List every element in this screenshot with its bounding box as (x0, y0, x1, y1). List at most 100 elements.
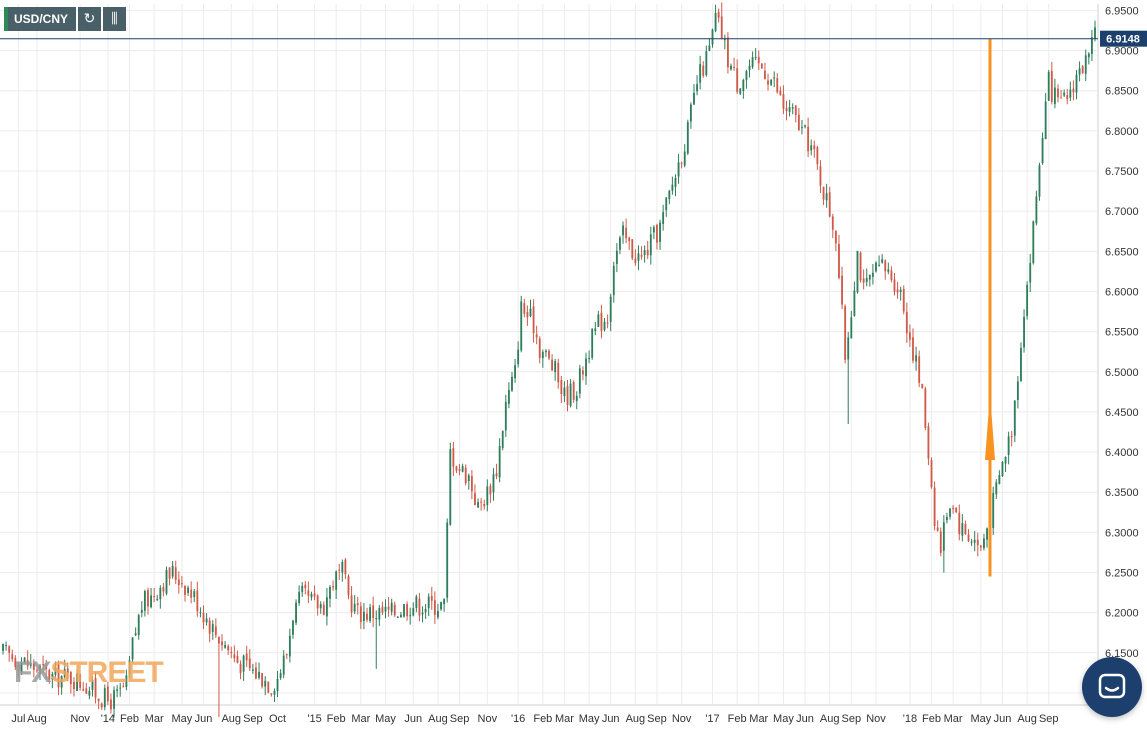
candle-body (807, 126, 810, 152)
candle-body (276, 678, 279, 692)
candle-body (63, 669, 66, 678)
refresh-icon[interactable]: ↻ (78, 7, 102, 31)
candle-body (955, 507, 958, 513)
x-tick-label: Sep (842, 713, 862, 725)
candle-body (736, 68, 739, 92)
candle-body (1081, 66, 1084, 73)
candle-body (452, 447, 455, 467)
candle-body (214, 626, 217, 636)
candle-body (69, 672, 72, 685)
x-tick-label: Jun (404, 713, 422, 725)
candle-body (520, 301, 523, 351)
candle-body (168, 567, 171, 579)
candle-body (1044, 101, 1047, 140)
candle-body (73, 681, 75, 690)
candle-body (782, 94, 785, 109)
x-tick-label: Mar (145, 713, 164, 725)
candle-body (378, 607, 381, 620)
candle-body (594, 328, 597, 331)
y-tick-label: 6.7500 (1105, 166, 1139, 178)
candle-body (76, 673, 78, 691)
candle-body (437, 611, 439, 618)
candle-body (208, 620, 211, 634)
x-tick-label: '18 (903, 713, 917, 725)
candle-body (878, 264, 880, 266)
candle-body (14, 658, 17, 668)
candle-body (362, 611, 365, 622)
candle-body (1029, 263, 1032, 283)
candle-body (159, 587, 162, 600)
candle-body (760, 63, 763, 69)
candle-body (474, 493, 476, 506)
candle-body (387, 606, 390, 610)
y-tick-label: 6.1500 (1105, 648, 1139, 660)
y-tick-label: 6.8500 (1105, 86, 1139, 98)
candle-body (779, 90, 782, 96)
candle-body (110, 699, 112, 710)
candle-body (8, 646, 11, 653)
candle-body (730, 65, 732, 70)
x-tick-label: Feb (728, 713, 747, 725)
candle-body (899, 289, 902, 292)
candle-body (557, 362, 560, 383)
candle-body (554, 361, 557, 373)
candle-body (591, 328, 594, 358)
candle-body (359, 606, 362, 623)
candle-body (859, 252, 862, 281)
candle-body (390, 602, 393, 612)
candle-body (659, 222, 661, 242)
candle-body (1050, 70, 1053, 102)
candlestick-icon[interactable]: ⫼ (103, 7, 127, 31)
candle-body (430, 595, 433, 601)
x-tick-label: Sep (450, 713, 470, 725)
candle-body (1075, 74, 1078, 93)
y-tick-label: 6.4500 (1105, 407, 1139, 419)
candle-body (946, 517, 948, 521)
candle-body (1087, 53, 1090, 58)
candle-body (224, 644, 227, 648)
candle-body (424, 609, 427, 613)
candle-body (335, 571, 338, 590)
candle-body (881, 259, 884, 263)
candle-body (949, 508, 951, 517)
candle-body (588, 358, 591, 360)
candle-body (887, 269, 890, 272)
candle-body (187, 587, 190, 593)
candle-body (292, 620, 294, 635)
x-tick-label: Mar (555, 713, 574, 725)
candle-body (353, 603, 356, 612)
symbol-label[interactable]: USD/CNY (4, 7, 77, 31)
candle-body (532, 306, 535, 334)
candle-body (720, 16, 723, 39)
x-tick-label: Jul (11, 713, 25, 725)
candle-body (939, 531, 942, 553)
candle-body (23, 657, 26, 663)
candle-body (245, 653, 248, 661)
candle-body (1035, 196, 1038, 224)
candle-body (298, 591, 301, 604)
candle-body (600, 312, 603, 331)
candle-body (455, 466, 458, 471)
candle-body (915, 355, 918, 362)
candle-body (322, 604, 325, 615)
candle-body (847, 337, 850, 360)
candle-body (236, 655, 239, 663)
candle-body (751, 57, 754, 68)
candle-body (1069, 89, 1072, 98)
candle-body (17, 665, 20, 671)
price-label-box (1100, 30, 1147, 47)
candle-body (871, 272, 874, 277)
candle-body (541, 351, 544, 359)
candle-body (1013, 400, 1016, 436)
candle-body (1063, 92, 1066, 96)
candle-body (221, 641, 223, 646)
candle-body (329, 586, 331, 599)
chat-button[interactable] (1082, 657, 1142, 717)
candle-body (693, 92, 695, 105)
candle-body (856, 250, 859, 293)
candle-body (11, 654, 14, 660)
x-tick-label: '17 (705, 713, 719, 725)
y-tick-label: 6.9000 (1105, 46, 1139, 58)
candle-body (279, 673, 282, 679)
